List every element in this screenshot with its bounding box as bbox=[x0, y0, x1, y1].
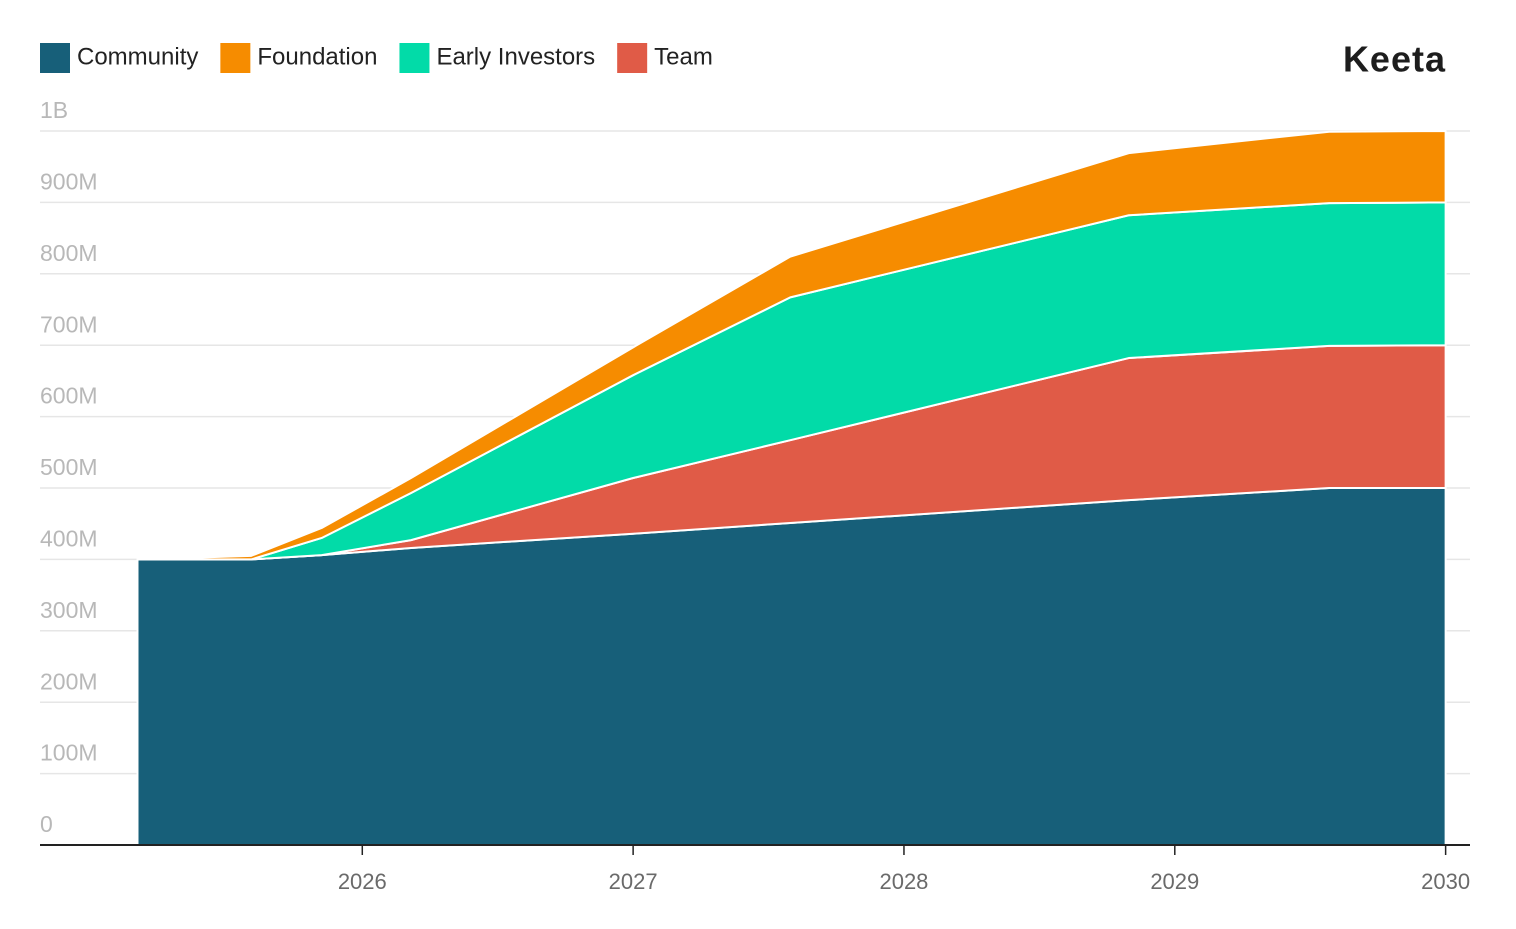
y-tick-label: 200M bbox=[40, 668, 98, 694]
x-tick-label: 2027 bbox=[609, 869, 658, 894]
legend-swatch bbox=[220, 43, 251, 73]
y-tick-label: 0 bbox=[40, 811, 53, 837]
y-tick-label: 500M bbox=[40, 454, 98, 480]
legend-label: Early Investors bbox=[436, 43, 595, 70]
y-tick-label: 700M bbox=[40, 311, 98, 337]
y-tick-label: 800M bbox=[40, 240, 98, 266]
x-tick-label: 2029 bbox=[1150, 869, 1199, 894]
y-tick-label: 300M bbox=[40, 597, 98, 623]
legend-label: Team bbox=[654, 43, 713, 70]
y-tick-label: 1B bbox=[40, 97, 68, 123]
y-tick-label: 100M bbox=[40, 740, 98, 766]
y-tick-label: 600M bbox=[40, 383, 98, 409]
x-tick-label: 2030 bbox=[1421, 869, 1470, 894]
y-tick-label: 400M bbox=[40, 525, 98, 551]
legend-label: Community bbox=[77, 43, 198, 70]
legend-label: Foundation bbox=[257, 43, 377, 70]
x-tick-label: 2028 bbox=[879, 869, 928, 894]
legend-swatch bbox=[617, 43, 648, 73]
x-tick-label: 2026 bbox=[338, 869, 387, 894]
logo: Keeta bbox=[1343, 39, 1446, 80]
y-tick-label: 900M bbox=[40, 168, 98, 194]
legend-swatch bbox=[399, 43, 430, 73]
area bbox=[136, 130, 1447, 561]
legend-swatch bbox=[40, 43, 70, 73]
